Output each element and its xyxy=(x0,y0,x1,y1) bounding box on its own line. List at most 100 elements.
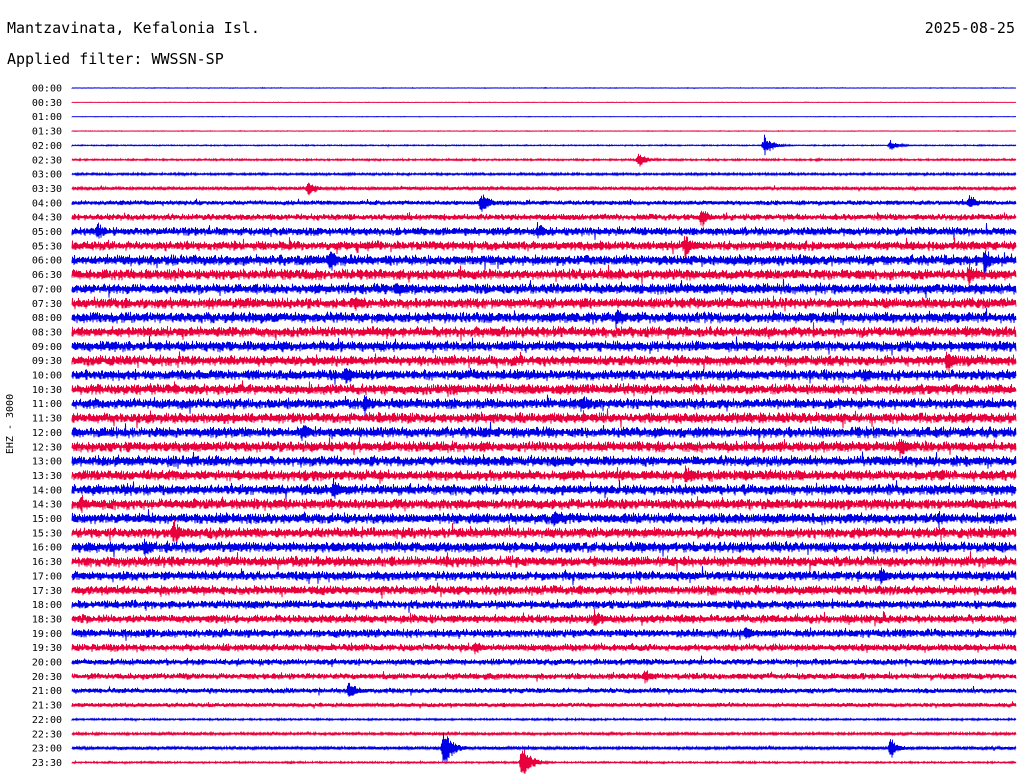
time-row-label: 04:00 xyxy=(32,198,62,209)
time-row-label: 13:30 xyxy=(32,471,62,482)
seismic-trace xyxy=(71,210,1017,227)
time-row-label: 01:30 xyxy=(32,127,62,138)
seismic-trace xyxy=(71,394,1017,416)
seismic-trace xyxy=(71,115,1017,118)
time-row-label: 10:00 xyxy=(32,371,62,382)
station-title: Mantzavinata, Kefalonia Isl. xyxy=(7,19,260,37)
time-row-label: 18:30 xyxy=(32,614,62,625)
seismic-trace xyxy=(71,566,1017,586)
seismic-trace xyxy=(71,538,1017,558)
seismic-trace xyxy=(71,732,1017,762)
time-row-label: 06:00 xyxy=(32,256,62,267)
seismic-trace xyxy=(71,451,1017,469)
seismic-trace xyxy=(71,509,1017,529)
time-row-label: 08:30 xyxy=(32,327,62,338)
time-row-label: 18:00 xyxy=(32,600,62,611)
seismic-trace xyxy=(71,642,1017,655)
seismic-trace xyxy=(71,465,1017,484)
seismic-trace xyxy=(71,701,1017,709)
time-row-label: 16:30 xyxy=(32,557,62,568)
seismic-trace xyxy=(71,236,1017,259)
seismic-trace xyxy=(71,670,1017,684)
seismic-trace xyxy=(71,380,1017,397)
seismic-trace xyxy=(71,250,1017,274)
time-row-label: 19:00 xyxy=(32,629,62,640)
seismic-trace xyxy=(71,221,1017,240)
seismic-trace xyxy=(71,437,1017,459)
seismic-trace xyxy=(71,609,1017,627)
seismic-trace xyxy=(71,655,1017,668)
time-row-label: 09:30 xyxy=(32,356,62,367)
time-row-label: 09:00 xyxy=(32,342,62,353)
seismic-trace xyxy=(71,171,1017,178)
time-row-label: 15:30 xyxy=(32,528,62,539)
time-row-label: 00:30 xyxy=(32,98,62,109)
seismic-trace xyxy=(71,682,1017,697)
time-row-label: 01:00 xyxy=(32,112,62,123)
time-row-label: 21:00 xyxy=(32,686,62,697)
time-row-label: 10:30 xyxy=(32,385,62,396)
time-row-label: 21:30 xyxy=(32,701,62,712)
seismic-trace xyxy=(71,551,1017,572)
time-row-label: 20:30 xyxy=(32,672,62,683)
seismic-trace xyxy=(71,263,1017,286)
seismic-trace xyxy=(71,421,1017,444)
time-row-label: 05:00 xyxy=(32,227,62,238)
seismic-trace xyxy=(71,598,1017,613)
time-row-label: 06:30 xyxy=(32,270,62,281)
seismic-trace xyxy=(71,494,1017,513)
time-row-label: 16:00 xyxy=(32,543,62,554)
time-row-label: 14:00 xyxy=(32,485,62,496)
seismic-trace xyxy=(71,129,1017,133)
seismic-trace xyxy=(71,279,1017,299)
time-row-label: 07:30 xyxy=(32,299,62,310)
applied-filter-label: Applied filter: WWSSN-SP xyxy=(7,50,224,68)
time-row-label: 23:30 xyxy=(32,758,62,769)
seismic-trace xyxy=(71,367,1017,385)
time-row-label: 13:00 xyxy=(32,457,62,468)
seismic-trace xyxy=(71,749,1017,774)
seismic-trace xyxy=(71,627,1017,641)
seismic-trace xyxy=(71,716,1017,723)
seismic-trace xyxy=(71,86,1017,90)
seismic-trace xyxy=(71,335,1017,356)
time-row-label: 17:00 xyxy=(32,571,62,582)
time-row-label: 03:00 xyxy=(32,170,62,181)
seismic-trace xyxy=(71,730,1017,737)
time-row-label: 08:00 xyxy=(32,313,62,324)
seismic-trace xyxy=(71,182,1017,196)
seismic-trace xyxy=(71,322,1017,342)
time-row-label: 02:00 xyxy=(32,141,62,152)
seismic-trace xyxy=(71,477,1017,500)
time-row-label: 11:00 xyxy=(32,399,62,410)
time-row-label: 05:30 xyxy=(32,241,62,252)
time-row-label: 11:30 xyxy=(32,414,62,425)
time-row-label: 15:00 xyxy=(32,514,62,525)
time-row-label: 17:30 xyxy=(32,586,62,597)
seismic-trace xyxy=(71,582,1017,599)
time-row-label: 19:30 xyxy=(32,643,62,654)
time-row-label: 07:00 xyxy=(32,284,62,295)
seismic-trace xyxy=(71,153,1017,167)
seismic-trace xyxy=(71,134,1017,156)
seismic-trace xyxy=(71,101,1017,104)
record-date: 2025-08-25 xyxy=(924,19,1015,37)
time-row-label: 04:30 xyxy=(32,213,62,224)
time-row-label: 23:00 xyxy=(32,744,62,755)
time-row-label: 22:30 xyxy=(32,729,62,740)
time-row-label: 20:00 xyxy=(32,658,62,669)
seismic-trace xyxy=(71,308,1017,329)
time-row-label: 02:30 xyxy=(32,155,62,166)
time-row-label: 12:30 xyxy=(32,442,62,453)
time-row-label: 12:00 xyxy=(32,428,62,439)
time-row-label: 00:00 xyxy=(32,84,62,95)
seismic-trace xyxy=(71,408,1017,429)
seismic-trace xyxy=(71,519,1017,543)
time-row-label: 14:30 xyxy=(32,500,62,511)
seismic-trace xyxy=(71,194,1017,212)
time-row-label: 22:00 xyxy=(32,715,62,726)
seismic-trace xyxy=(71,295,1017,312)
time-row-label: 03:30 xyxy=(32,184,62,195)
seismic-trace xyxy=(71,351,1017,372)
